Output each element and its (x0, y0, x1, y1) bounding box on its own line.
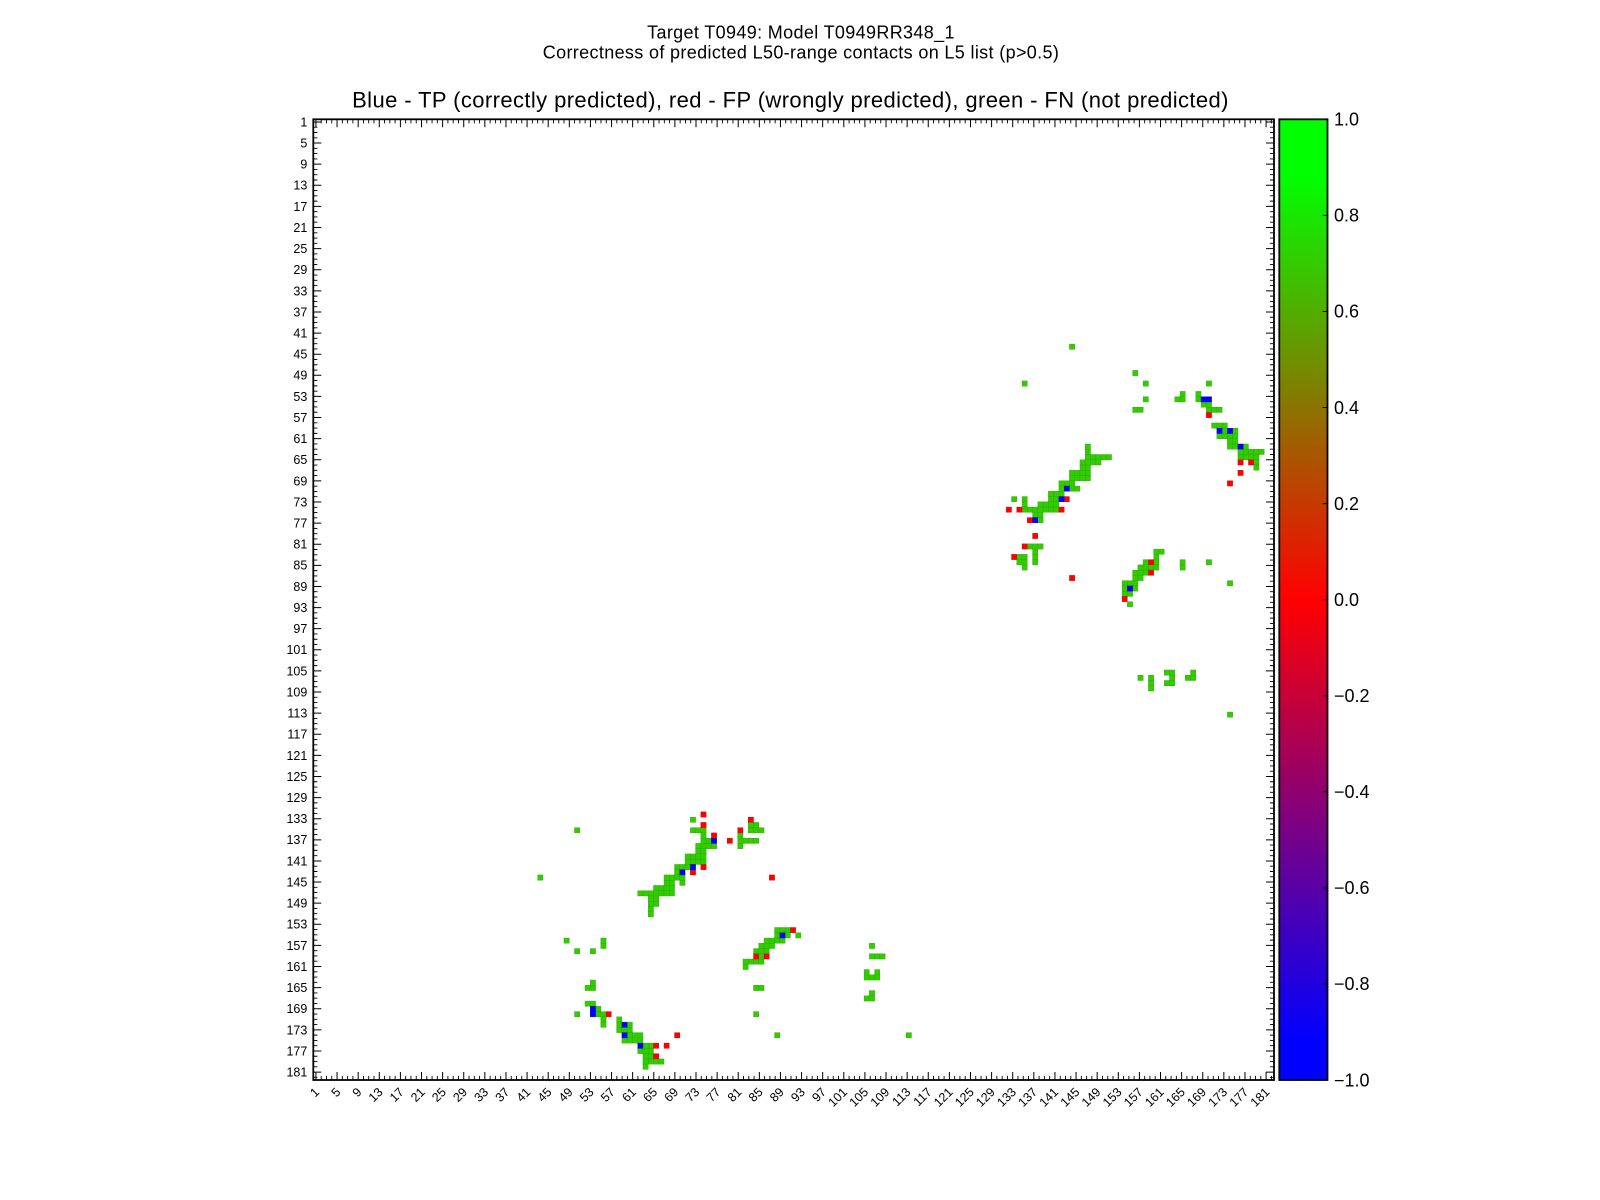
svg-text:49: 49 (293, 369, 307, 383)
svg-text:65: 65 (293, 453, 307, 467)
svg-text:165: 165 (286, 981, 307, 995)
svg-text:−1.0: −1.0 (1334, 1070, 1370, 1090)
svg-text:117: 117 (287, 728, 307, 742)
svg-text:141: 141 (286, 854, 307, 868)
svg-text:137: 137 (286, 833, 307, 847)
svg-text:93: 93 (293, 601, 307, 615)
svg-text:57: 57 (293, 411, 307, 425)
svg-text:0.2: 0.2 (1334, 494, 1359, 514)
svg-text:Correctness of predicted L50-r: Correctness of predicted L50-range conta… (543, 43, 1059, 63)
svg-text:5: 5 (300, 137, 307, 151)
svg-text:105: 105 (286, 664, 307, 678)
svg-text:37: 37 (293, 305, 307, 319)
svg-text:181: 181 (286, 1066, 307, 1080)
svg-text:129: 129 (286, 791, 307, 805)
svg-text:0.0: 0.0 (1334, 590, 1359, 610)
svg-text:53: 53 (293, 390, 307, 404)
svg-text:121: 121 (286, 749, 307, 763)
svg-text:0.4: 0.4 (1334, 398, 1359, 418)
svg-text:25: 25 (293, 242, 307, 256)
svg-text:169: 169 (286, 1002, 307, 1016)
svg-text:89: 89 (293, 580, 307, 594)
svg-text:177: 177 (286, 1044, 307, 1058)
svg-text:−0.4: −0.4 (1334, 782, 1370, 802)
svg-text:101: 101 (286, 643, 307, 657)
svg-text:173: 173 (286, 1023, 307, 1037)
svg-text:85: 85 (293, 559, 307, 573)
svg-text:1.0: 1.0 (1334, 110, 1359, 130)
svg-text:97: 97 (293, 622, 307, 636)
svg-text:1: 1 (300, 115, 307, 129)
svg-text:153: 153 (286, 918, 307, 932)
svg-text:149: 149 (286, 897, 307, 911)
svg-text:161: 161 (286, 960, 307, 974)
svg-text:−0.2: −0.2 (1334, 686, 1370, 706)
svg-text:133: 133 (286, 812, 307, 826)
svg-text:−0.8: −0.8 (1334, 974, 1370, 994)
svg-text:33: 33 (293, 284, 307, 298)
svg-text:21: 21 (293, 221, 307, 235)
svg-text:73: 73 (293, 495, 307, 509)
svg-text:0.6: 0.6 (1334, 302, 1359, 322)
svg-text:9: 9 (300, 158, 307, 172)
svg-text:61: 61 (293, 432, 307, 446)
svg-text:69: 69 (293, 474, 307, 488)
svg-text:13: 13 (293, 179, 307, 193)
svg-text:29: 29 (293, 263, 307, 277)
svg-text:157: 157 (286, 939, 307, 953)
svg-text:Target T0949: Model T0949RR348: Target T0949: Model T0949RR348_1 (647, 23, 955, 44)
svg-text:113: 113 (287, 707, 307, 721)
svg-text:Blue - TP (correctly predicted: Blue - TP (correctly predicted), red - F… (352, 88, 1229, 113)
svg-text:0.8: 0.8 (1334, 206, 1359, 226)
svg-text:41: 41 (293, 327, 307, 341)
svg-text:109: 109 (286, 685, 307, 699)
svg-text:45: 45 (293, 348, 307, 362)
svg-text:81: 81 (293, 538, 307, 552)
svg-text:77: 77 (293, 517, 307, 531)
svg-text:125: 125 (286, 770, 307, 784)
svg-text:17: 17 (293, 200, 307, 214)
svg-text:−0.6: −0.6 (1334, 878, 1370, 898)
svg-text:145: 145 (286, 876, 307, 890)
